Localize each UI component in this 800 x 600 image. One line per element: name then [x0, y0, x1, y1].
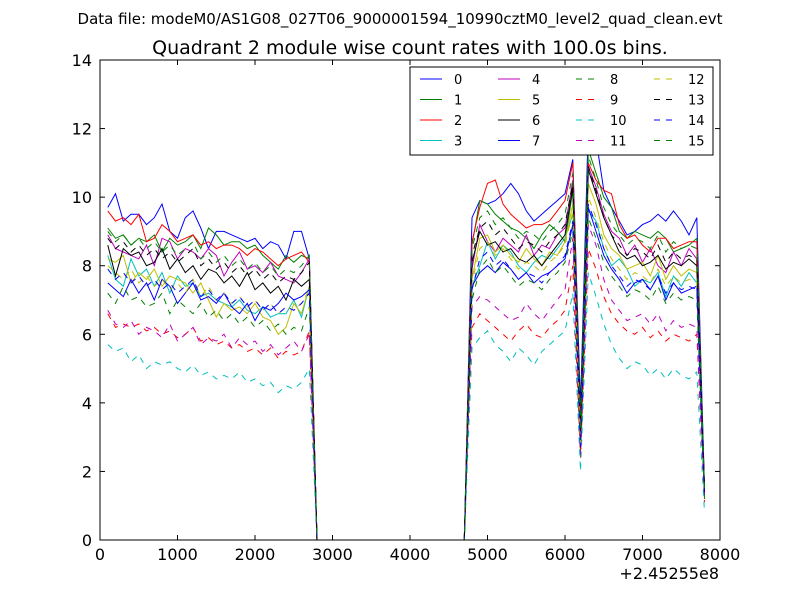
- legend-label-12: 12: [688, 73, 705, 88]
- legend-label-5: 5: [532, 94, 540, 109]
- legend-label-7: 7: [532, 135, 540, 150]
- legend-label-3: 3: [454, 135, 462, 150]
- legend-label-8: 8: [610, 73, 618, 88]
- series-line-8: [107, 217, 705, 541]
- legend-label-14: 14: [688, 114, 705, 129]
- y-tick-label: 8: [82, 257, 92, 276]
- x-tick-label: 4000: [390, 545, 431, 564]
- x-tick-label: 0: [95, 545, 105, 564]
- series-line-9: [107, 248, 705, 541]
- legend-label-13: 13: [688, 94, 705, 109]
- series-line-6: [107, 169, 705, 541]
- x-tick-label: 2000: [235, 545, 276, 564]
- legend-label-1: 1: [454, 94, 462, 109]
- y-tick-label: 2: [82, 462, 92, 481]
- series-line-5: [107, 183, 705, 541]
- legend-box: [409, 66, 714, 156]
- x-tick-label: 7000: [622, 545, 663, 564]
- chart-title: Quadrant 2 module wise count rates with …: [152, 37, 668, 59]
- series-line-11: [107, 224, 705, 541]
- series-line-12: [107, 196, 705, 541]
- chart-suptitle: Data file: modeM0/AS1G08_027T06_90000015…: [78, 10, 723, 29]
- y-tick-label: 10: [72, 188, 92, 207]
- series-line-13: [107, 166, 705, 541]
- series-line-0: [107, 123, 705, 541]
- legend-label-11: 11: [610, 135, 627, 150]
- y-tick-label: 0: [82, 531, 92, 550]
- axes-layer: 0 1000 2000 3000 4000 5000 6000 7000 80000246810…: [72, 51, 741, 564]
- y-tick-label: 4: [82, 394, 92, 413]
- legend-label-10: 10: [610, 114, 627, 129]
- series-layer: [107, 123, 705, 541]
- legend-label-9: 9: [610, 94, 618, 109]
- x-tick-label: 3000: [312, 545, 353, 564]
- x-tick-label: 8000: [700, 545, 741, 564]
- y-tick-label: 12: [72, 120, 92, 139]
- x-tick-label: 5000: [467, 545, 508, 564]
- legend-label-0: 0: [454, 73, 462, 88]
- legend-label-2: 2: [454, 114, 462, 129]
- series-line-3: [107, 209, 705, 541]
- x-tick-label: 6000: [545, 545, 586, 564]
- x-tick-label: 1000: [157, 545, 198, 564]
- y-tick-label: 14: [72, 51, 92, 70]
- legend-label-15: 15: [688, 135, 705, 150]
- x-offset-label: +2.45255e8: [619, 564, 719, 583]
- y-tick-label: 6: [82, 325, 92, 344]
- series-line-14: [107, 203, 705, 541]
- legend-label-4: 4: [532, 73, 540, 88]
- legend-label-6: 6: [532, 114, 540, 129]
- series-line-4: [107, 166, 705, 541]
- series-line-10: [107, 272, 705, 541]
